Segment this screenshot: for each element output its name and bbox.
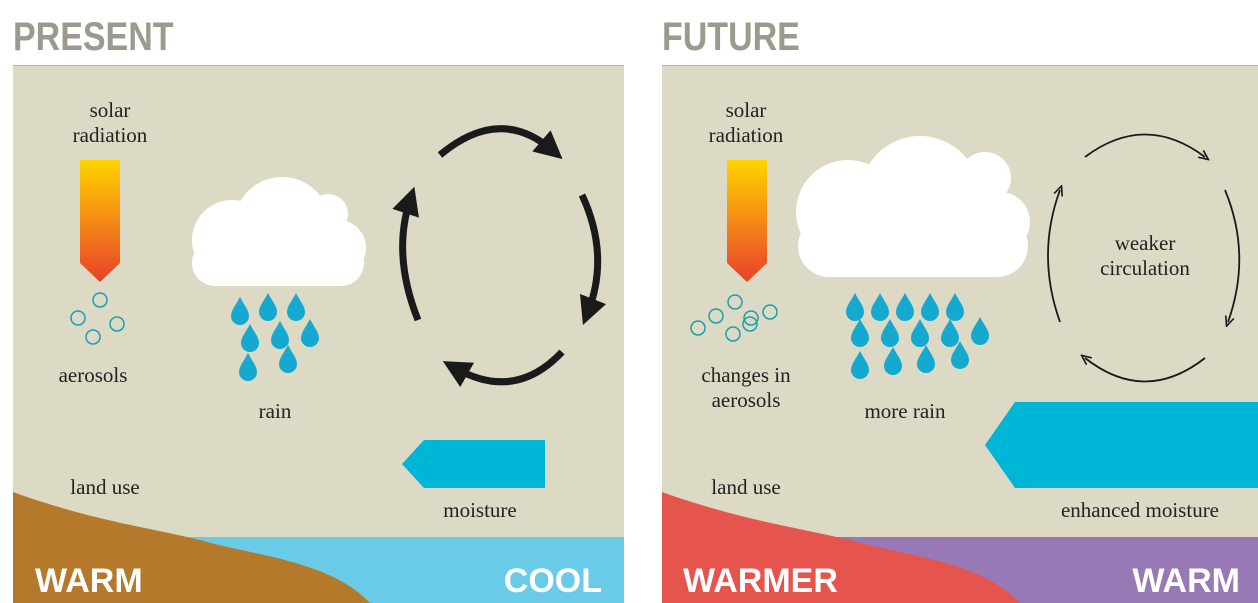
label: weaker bbox=[1115, 231, 1176, 255]
diagram: PRESENT solar radiation aerosols rain mo… bbox=[0, 0, 1258, 603]
band-label: WARM bbox=[35, 562, 143, 600]
label: moisture bbox=[443, 498, 517, 522]
label: solar bbox=[90, 98, 131, 122]
label: land use bbox=[70, 475, 139, 499]
label: radiation bbox=[709, 123, 784, 147]
label: enhanced moisture bbox=[1061, 498, 1219, 522]
label: circulation bbox=[1100, 256, 1190, 280]
band-label: WARMER bbox=[683, 562, 838, 600]
panel-title: FUTURE bbox=[662, 13, 800, 58]
label: changes in bbox=[701, 363, 791, 387]
moisture-arrow bbox=[402, 440, 545, 488]
band-label: WARM bbox=[1132, 562, 1240, 600]
moisture-arrow bbox=[985, 402, 1258, 488]
solar-arrow bbox=[727, 160, 767, 282]
label: solar bbox=[726, 98, 767, 122]
band-label: COOL bbox=[504, 562, 602, 600]
label: rain bbox=[259, 399, 292, 423]
label: radiation bbox=[73, 123, 148, 147]
label: aerosols bbox=[59, 363, 128, 387]
panel-title: PRESENT bbox=[13, 13, 174, 58]
label: land use bbox=[711, 475, 780, 499]
solar-arrow bbox=[80, 160, 120, 282]
label: more rain bbox=[864, 399, 946, 423]
label: aerosols bbox=[712, 388, 781, 412]
